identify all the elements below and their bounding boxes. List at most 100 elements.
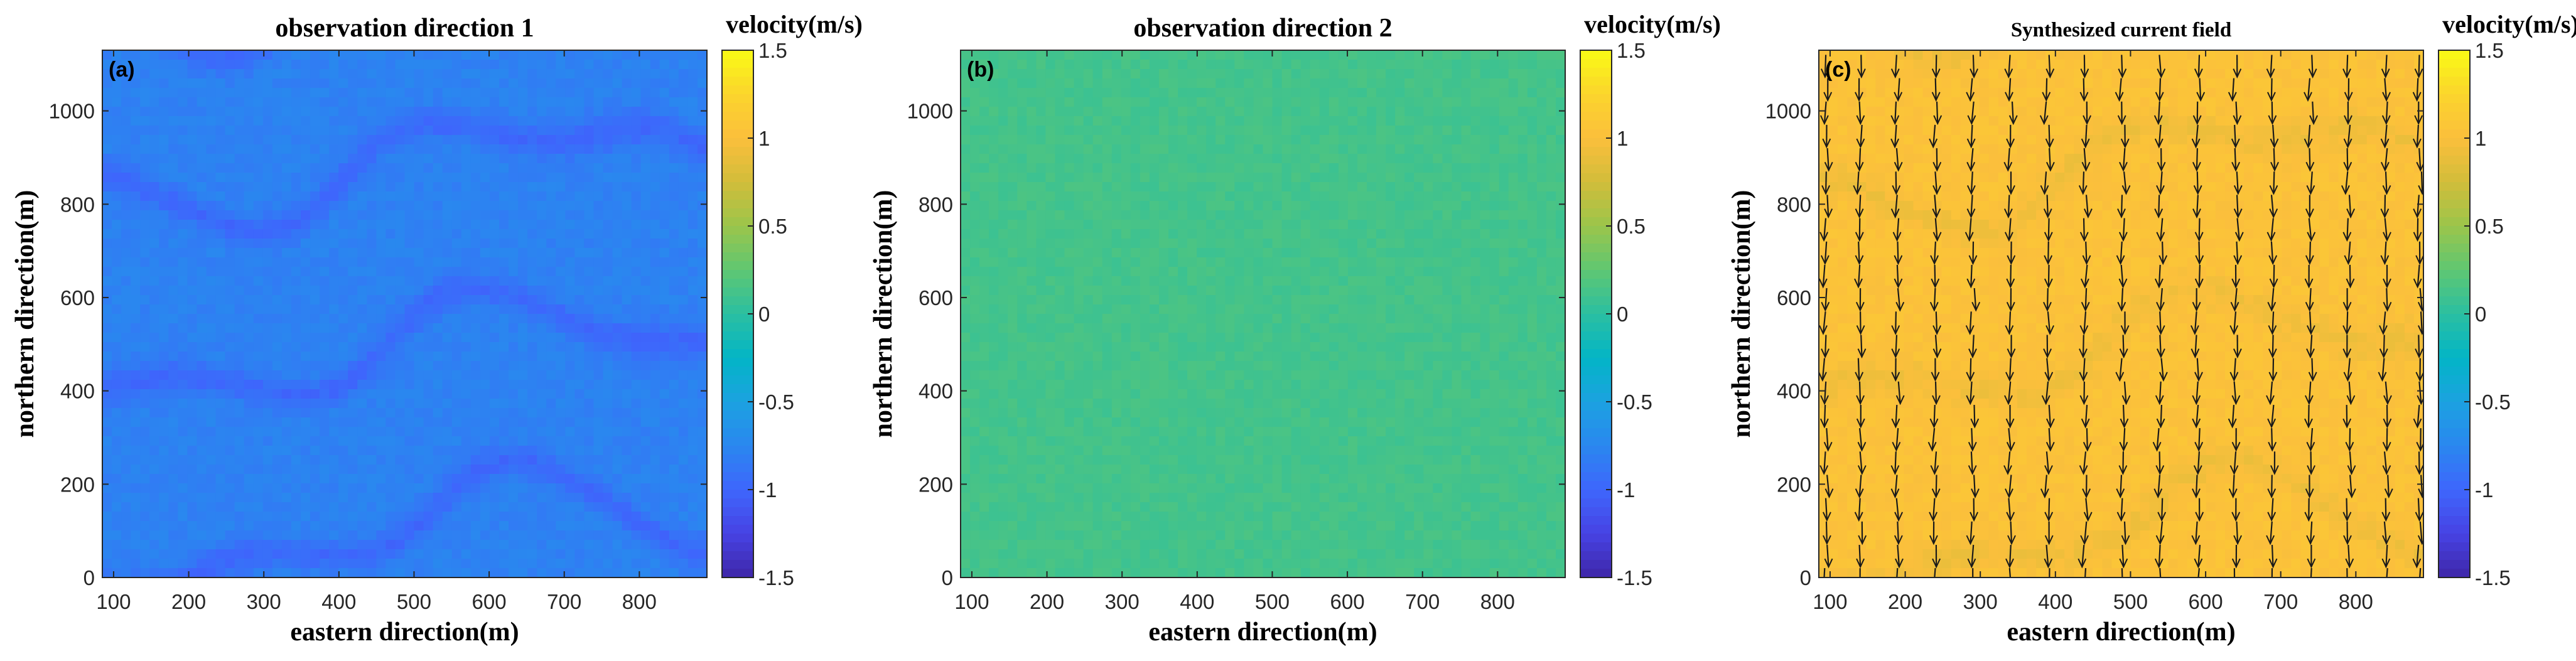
quiver-arrowhead <box>2343 372 2352 382</box>
quiver-arrow <box>1858 195 1862 217</box>
quiver-arrow <box>1970 78 1973 100</box>
quiver-arrowhead <box>1822 512 1831 522</box>
quiver-arrow <box>1934 195 1937 217</box>
panel-3: 100 200 300 400 500 600 700 8000200400600800100… <box>1727 10 2576 647</box>
quiver-arrowhead <box>2306 185 2315 195</box>
x-tick-label: 300 <box>1963 590 1998 613</box>
colorbar-tick-label: -1 <box>2475 478 2493 502</box>
quiver-column <box>1819 55 1834 578</box>
quiver-arrowhead <box>2005 372 2014 382</box>
quiver-arrowhead <box>2043 208 2052 218</box>
colorbar-segment <box>722 402 753 411</box>
quiver-arrowhead <box>1895 395 1905 406</box>
colorbar-segment <box>1580 147 1612 156</box>
quiver-arrowhead <box>1857 348 1867 358</box>
quiver-arrowhead <box>2194 232 2204 242</box>
quiver-arrowhead <box>2082 255 2091 266</box>
quiver-arrowhead <box>2412 138 2422 149</box>
quiver-arrow <box>2347 358 2351 380</box>
quiver-arrowhead <box>2342 301 2352 312</box>
quiver-arrow <box>1823 568 1826 578</box>
quiver-arrowhead <box>2379 325 2388 335</box>
quiver-arrowhead <box>2191 348 2200 358</box>
quiver-arrowhead <box>2343 138 2352 149</box>
quiver-arrowhead <box>1858 535 1867 545</box>
quiver-arrow <box>2384 218 2388 240</box>
quiver-arrowhead <box>2306 441 2315 452</box>
quiver-arrow <box>2120 264 2124 288</box>
quiver-arrow <box>2197 544 2201 567</box>
quiver-arrow <box>1859 427 1863 451</box>
y-tick-label: 200 <box>919 473 953 496</box>
quiver-arrowhead <box>2415 255 2423 266</box>
quiver-arrowhead <box>1824 488 1834 498</box>
quiver-arrow <box>2123 521 2126 544</box>
quiver-arrow <box>2307 78 2311 100</box>
quiver-arrow <box>2084 521 2088 544</box>
quiver-arrowhead <box>2006 512 2015 522</box>
quiver-arrow <box>2010 521 2013 544</box>
colorbar-segment <box>722 498 753 508</box>
y-tick-label: 200 <box>1777 473 1811 496</box>
quiver-arrow <box>2048 55 2051 77</box>
colorbar-segment <box>2439 147 2470 156</box>
quiver-arrow <box>2419 568 2422 578</box>
y-tick-label: 0 <box>942 566 953 589</box>
colorbar-segment <box>1580 173 1612 183</box>
quiver-arrow <box>2047 311 2051 334</box>
colorbar-segment <box>2439 419 2470 429</box>
colorbar-segment <box>2439 305 2470 314</box>
quiver-arrowhead <box>1966 208 1976 218</box>
quiver-arrowhead <box>2344 115 2352 126</box>
colorbar-segment <box>1580 244 1612 253</box>
colorbar-segment <box>722 173 753 183</box>
quiver-arrow <box>1894 124 1897 148</box>
quiver-arrowhead <box>2382 92 2391 102</box>
quiver-arrowhead <box>1966 138 1976 149</box>
colorbar-segment <box>1580 182 1612 191</box>
quiver-arrow <box>1824 241 1828 264</box>
quiver-arrow <box>2123 171 2127 194</box>
colorbar-segment <box>2439 85 2470 95</box>
quiver-arrow <box>2195 521 2198 544</box>
quiver-arrow <box>1970 451 1973 474</box>
quiver-arrowhead <box>2120 325 2130 335</box>
colorbar-tick-label: 1 <box>758 127 770 150</box>
quiver-arrowhead <box>2005 92 2013 102</box>
colorbar-segment <box>722 463 753 473</box>
quiver-arrowhead <box>2192 488 2201 498</box>
y-tick-label: 400 <box>919 380 953 403</box>
quiver-arrowhead <box>2417 395 2423 406</box>
quiver-arrowhead <box>1855 161 1864 172</box>
colorbar-segment <box>2439 534 2470 543</box>
colorbar-segment <box>1580 358 1612 367</box>
quiver-arrowhead <box>1856 418 1865 429</box>
quiver-arrowhead <box>2154 278 2164 289</box>
quiver-arrow <box>2417 498 2420 520</box>
quiver-arrowhead <box>1932 208 1941 218</box>
quiver-arrowhead <box>2081 138 2090 149</box>
quiver-column <box>2304 55 2319 578</box>
quiver-arrow <box>2346 148 2349 171</box>
quiver-arrowhead <box>2191 138 2201 149</box>
colorbar-segment <box>1580 288 1612 297</box>
quiver-arrowhead <box>2378 372 2387 382</box>
colorbar-segment <box>722 428 753 438</box>
quiver-arrow <box>2007 195 2010 217</box>
colorbar-segment <box>722 252 753 262</box>
quiver-arrowhead <box>2193 465 2202 475</box>
quiver-arrow <box>2122 404 2125 427</box>
quiver-arrow <box>2273 148 2276 171</box>
quiver-arrowhead <box>1931 278 1940 289</box>
quiver-arrow <box>2046 288 2049 311</box>
x-tick-label: 100 <box>954 590 989 613</box>
quiver-arrowhead <box>2192 115 2202 126</box>
quiver-arrowhead <box>1819 325 1828 335</box>
quiver-arrowhead <box>2121 535 2130 545</box>
quiver-arrowhead <box>2233 115 2242 126</box>
quiver-arrowhead <box>2305 255 2314 266</box>
quiver-arrowhead <box>1894 535 1903 545</box>
quiver-arrow <box>1860 335 1863 357</box>
quiver-arrow <box>2048 428 2051 451</box>
quiver-arrowhead <box>2233 255 2243 266</box>
